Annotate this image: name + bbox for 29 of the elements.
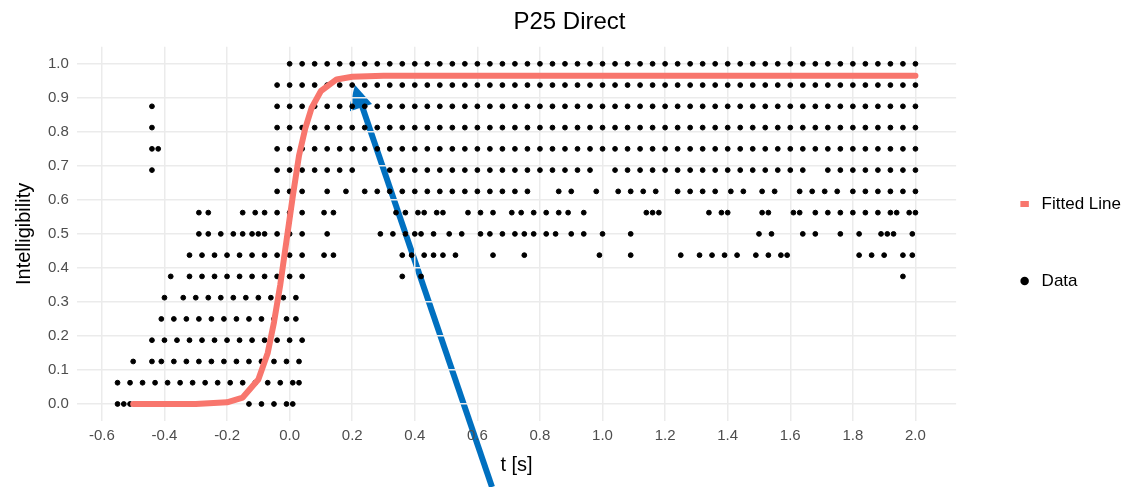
x-tick-label: 0.0 <box>279 426 301 444</box>
y-axis-title: Intelligibility <box>11 182 34 286</box>
x-tick-label: 1.2 <box>654 426 676 444</box>
legend-label: Data <box>1041 270 1079 290</box>
x-tick-label: 0.8 <box>529 426 551 444</box>
y-tick-label: 0.2 <box>47 326 69 344</box>
y-tick-label: 0.3 <box>47 292 69 310</box>
x-tick-label: -0.2 <box>214 426 240 444</box>
x-tick-label: 1.8 <box>842 426 864 444</box>
y-tick-label: 0.9 <box>47 87 69 105</box>
x-tick-label: 0.2 <box>341 426 363 444</box>
y-tick-label: 0.0 <box>47 394 69 412</box>
y-tick-label: 0.7 <box>47 156 69 173</box>
x-tick-label: 1.0 <box>592 426 613 444</box>
y-tick-label: 0.1 <box>47 360 69 378</box>
y-tick-label: 0.5 <box>47 224 69 242</box>
x-axis-title: t [s] <box>500 452 533 475</box>
x-tick-label: 2.0 <box>905 426 926 444</box>
x-tick-label: 1.4 <box>717 426 739 444</box>
x-tick-label: 0.4 <box>404 426 426 444</box>
y-tick-label: 0.8 <box>47 121 69 139</box>
y-tick-label: 0.4 <box>47 258 69 276</box>
y-tick-label: 0.6 <box>47 190 69 208</box>
legend-label: Fitted Line <box>1041 193 1122 213</box>
y-tick-label: 1.0 <box>47 53 69 71</box>
chart-title: P25 Direct <box>513 7 626 35</box>
x-tick-label: 1.6 <box>779 426 801 444</box>
x-tick-label: -0.4 <box>151 426 178 444</box>
x-tick-label: -0.6 <box>88 426 115 444</box>
